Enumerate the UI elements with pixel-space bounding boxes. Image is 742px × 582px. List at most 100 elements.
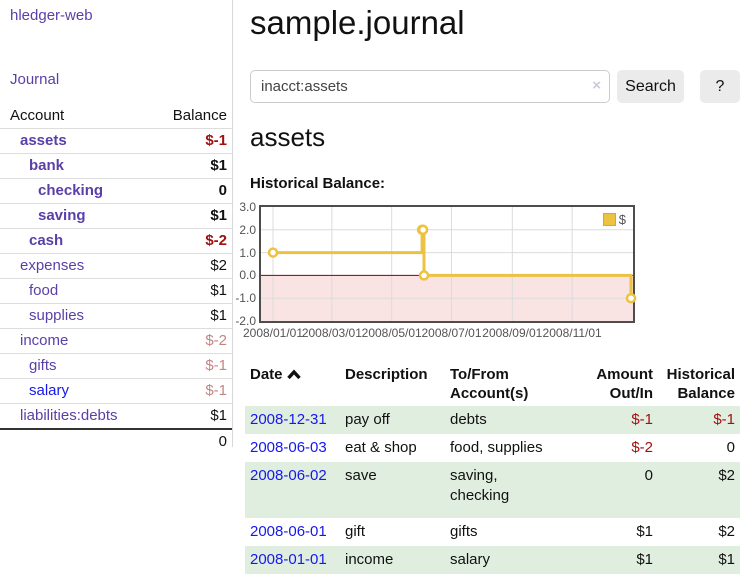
account-link[interactable]: gifts — [29, 357, 57, 374]
search-input[interactable] — [250, 70, 610, 103]
search-input-wrap: × — [250, 70, 610, 103]
account-balance: $1 — [210, 282, 227, 299]
transaction-accounts: gifts — [450, 523, 478, 540]
account-link[interactable]: liabilities:debts — [20, 407, 118, 424]
account-link[interactable]: checking — [38, 182, 104, 199]
chart-plot-area: $ — [259, 205, 637, 323]
y-axis-tick-label: -1.0 — [235, 291, 256, 306]
account-balance: $-2 — [205, 332, 227, 349]
account-link[interactable]: cash — [29, 232, 64, 249]
transaction-date-link[interactable]: 2008-01-01 — [250, 551, 327, 568]
account-balance: $1 — [210, 407, 227, 424]
transaction-amount: $1 — [636, 523, 653, 540]
transaction-description: gift — [345, 523, 366, 540]
account-balance: $-1 — [205, 357, 227, 374]
account-balance: $2 — [210, 257, 227, 274]
transaction-accounts: saving, checking — [450, 467, 510, 504]
transaction-date-link[interactable]: 2008-06-01 — [250, 523, 327, 540]
account-row: bank $1 — [0, 153, 232, 179]
transaction-description: eat & shop — [345, 439, 417, 456]
chevron-up-icon — [286, 366, 301, 385]
transaction-accounts: salary — [450, 551, 491, 568]
account-balance: $1 — [210, 307, 227, 324]
register-header-historical: Historical Balance — [666, 366, 735, 402]
balance-chart: $ 3.0 2.0 1.0 0.0 -1.0 -2.0 2008/01/01 2008/03… — [235, 199, 690, 349]
account-link[interactable]: saving — [38, 207, 86, 224]
accounts-total-value: 0 — [218, 433, 227, 450]
account-row: income $-2 — [0, 328, 232, 354]
accounts-header-balance: Balance — [172, 107, 227, 124]
account-row: expenses $2 — [0, 253, 232, 279]
accounts-total-row: 0 — [0, 429, 232, 454]
account-balance: $1 — [210, 207, 227, 224]
transaction-historical-balance: $2 — [718, 523, 735, 540]
register-header-description: Description — [345, 366, 428, 383]
transaction-accounts: food, supplies — [450, 439, 543, 456]
transaction-date-link[interactable]: 2008-06-02 — [250, 467, 327, 484]
transaction-historical-balance: 0 — [726, 439, 735, 456]
transaction-historical-balance: $-1 — [713, 411, 735, 428]
transaction-description: income — [345, 551, 394, 568]
account-row: supplies $1 — [0, 303, 232, 329]
accounts-header-account: Account — [10, 107, 65, 124]
transaction-accounts: debts — [450, 411, 487, 428]
transaction-date-link[interactable]: 2008-12-31 — [250, 411, 327, 428]
y-axis-tick-label: 3.0 — [239, 200, 256, 214]
search-bar: × Search ? — [250, 70, 742, 103]
account-link[interactable]: expenses — [20, 257, 85, 274]
account-row: cash $-2 — [0, 228, 232, 254]
x-axis-tick-label: 2008/01/01 — [242, 326, 304, 340]
search-button[interactable]: Search — [617, 70, 684, 103]
date-header-label: Date — [250, 366, 283, 383]
account-row: liabilities:debts $1 — [0, 403, 232, 430]
x-axis-tick-label: 2008/03/01 — [301, 326, 362, 340]
transaction-amount: $-2 — [631, 439, 653, 456]
transaction-description: pay off — [345, 411, 390, 428]
chart-title: Historical Balance: — [250, 175, 386, 192]
brand-link[interactable]: hledger-web — [10, 7, 93, 24]
x-axis-tick-label: 2008/11/01 — [542, 326, 602, 340]
transaction-amount: $1 — [636, 551, 653, 568]
transaction-description: save — [345, 467, 377, 484]
clear-search-icon[interactable]: × — [592, 77, 601, 94]
account-row: checking 0 — [0, 178, 232, 204]
account-link[interactable]: assets — [20, 132, 67, 149]
transaction-amount: $-1 — [631, 411, 653, 428]
account-balance: $-1 — [205, 132, 227, 149]
register-header-date-sort[interactable]: Date — [245, 362, 340, 406]
sidebar-item-journal[interactable]: Journal — [10, 71, 60, 88]
account-row: food $1 — [0, 278, 232, 304]
x-axis-tick-label: 2008/09/01 — [482, 326, 543, 340]
help-button[interactable]: ? — [700, 70, 740, 103]
register-row: 2008-01-01 income salary $1 $1 — [245, 546, 740, 574]
account-balance: $1 — [210, 157, 227, 174]
account-row: saving $1 — [0, 203, 232, 229]
register-header-accounts: To/From Account(s) — [450, 366, 529, 402]
account-link[interactable]: supplies — [29, 307, 85, 324]
register-header-row: Date Description To/From Account(s) Amou… — [245, 362, 740, 406]
transaction-historical-balance: $2 — [718, 467, 735, 484]
account-heading: assets — [250, 122, 326, 152]
register-row: 2008-06-02 save saving, checking 0 $2 — [245, 462, 740, 518]
y-axis-tick-label: 1.0 — [239, 245, 256, 260]
x-axis-tick-label: 2008/07/01 — [421, 326, 482, 340]
account-balance: $-1 — [205, 382, 227, 399]
account-link[interactable]: salary — [29, 382, 70, 399]
chart-legend: $ — [600, 211, 628, 228]
register-table: Date Description To/From Account(s) Amou… — [245, 362, 740, 574]
register-row: 2008-06-03 eat & shop food, supplies $-2… — [245, 434, 740, 462]
account-link[interactable]: income — [20, 332, 69, 349]
account-balance: 0 — [218, 182, 227, 199]
accounts-table: Account Balance assets $-1 bank $1 check… — [0, 104, 232, 454]
account-row: assets $-1 — [0, 128, 232, 154]
account-link[interactable]: food — [29, 282, 59, 299]
register-row: 2008-12-31 pay off debts $-1 $-1 — [245, 406, 740, 434]
legend-swatch-icon — [602, 213, 616, 226]
account-link[interactable]: bank — [29, 157, 65, 174]
y-axis-tick-label: 2.0 — [239, 222, 256, 237]
y-axis-tick-label: -2.0 — [235, 314, 256, 328]
register-header-amount: Amount Out/In — [596, 366, 653, 402]
transaction-date-link[interactable]: 2008-06-03 — [250, 439, 327, 456]
register-row: 2008-06-01 gift gifts $1 $2 — [245, 518, 740, 546]
account-row: gifts $-1 — [0, 353, 232, 379]
